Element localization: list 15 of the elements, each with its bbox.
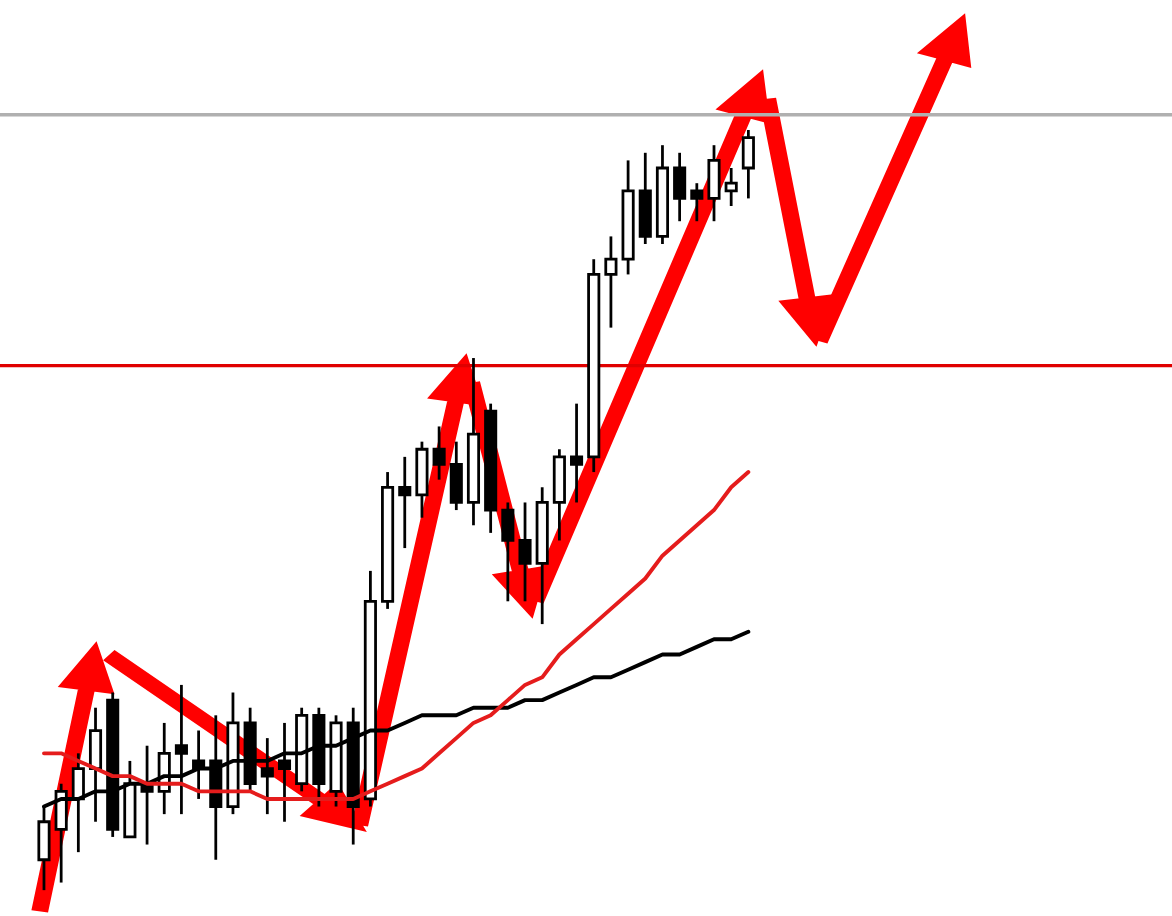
candlestick [638,151,652,246]
candlestick [570,402,584,504]
candlestick [741,128,755,200]
candlestick [449,440,463,512]
candlestick [673,151,687,223]
candlestick [552,447,566,542]
candlestick [604,235,618,330]
candlestick [707,143,721,223]
candlestick [501,501,515,603]
candlestick [518,501,532,603]
candlestick [398,455,412,550]
candlestick [690,181,704,223]
candlestick [724,166,738,208]
candlestick [415,440,429,520]
candlestick [432,425,446,482]
